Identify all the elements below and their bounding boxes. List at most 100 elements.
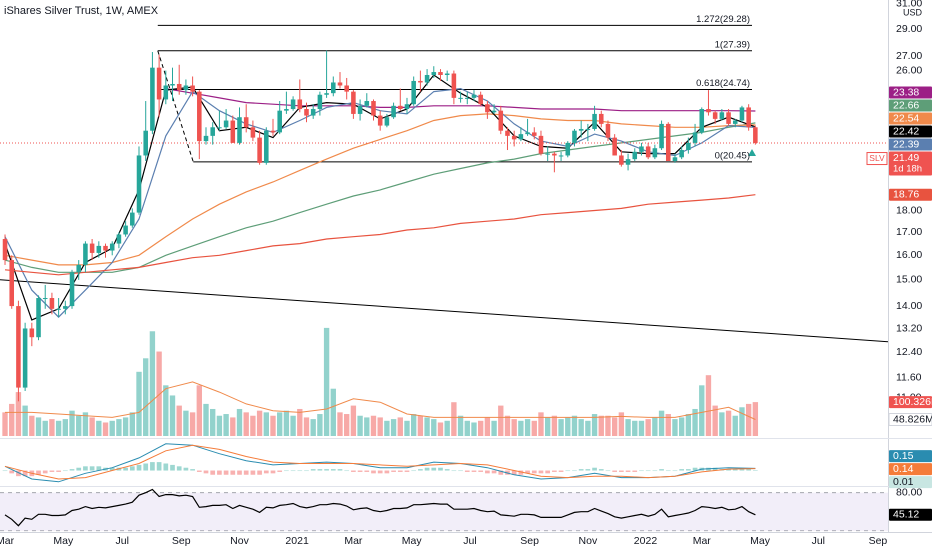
macd-histogram-bar	[431, 467, 437, 471]
macd-histogram-bar	[243, 470, 249, 475]
volume-bar	[611, 417, 618, 436]
volume-bar	[62, 419, 68, 436]
candle-body	[109, 243, 115, 251]
candle-body	[505, 130, 510, 136]
volume-bar	[638, 420, 645, 436]
value-tag-label: 48.826M	[893, 413, 932, 425]
volume-bar	[411, 414, 417, 436]
candle-body	[398, 105, 403, 110]
macd-histogram-bar	[257, 470, 262, 475]
macd-histogram-bar	[753, 470, 758, 471]
candle-body	[585, 128, 591, 130]
macd-histogram-bar	[344, 470, 350, 472]
value-tag	[889, 151, 932, 176]
candle-body	[625, 159, 631, 165]
macd-histogram-bar	[56, 470, 61, 472]
macd-histogram-bar	[511, 470, 517, 475]
value-tag-label: 100.326M	[893, 396, 932, 408]
fib-label: 1(27.39)	[715, 39, 750, 50]
candle-body	[418, 80, 423, 83]
macd-histogram-bar	[438, 467, 443, 471]
macd-histogram-bar	[619, 470, 624, 472]
candle-body	[277, 110, 282, 133]
macd-histogram-bar	[270, 470, 276, 474]
macd-histogram-bar	[337, 469, 343, 471]
x-tick-label: Jul	[812, 535, 825, 547]
symbol-tag	[866, 152, 888, 166]
y-tick-label: 13.20	[896, 322, 922, 334]
volume-bar	[558, 419, 564, 436]
volume-bar	[645, 419, 651, 436]
volume-bar	[189, 412, 196, 436]
candle-body	[438, 72, 443, 75]
candle-body	[304, 109, 309, 116]
candle-body	[96, 245, 102, 253]
volume-bar	[129, 412, 135, 436]
x-tick-label: Nov	[230, 535, 249, 547]
value-tag-label: 18.76	[893, 189, 919, 201]
candle-body	[672, 157, 678, 161]
y-tick-label: 16.00	[896, 249, 922, 261]
volume-bar	[672, 419, 678, 436]
candle-body	[337, 82, 343, 86]
macd-histogram-bar	[223, 470, 229, 475]
candle-body	[639, 146, 644, 152]
volume-bar	[122, 417, 129, 436]
macd-histogram-bar	[478, 470, 484, 472]
candle-body	[223, 120, 229, 128]
y-tick-label: 18.00	[896, 204, 922, 216]
volume-bar	[89, 417, 95, 436]
candle-body	[444, 73, 450, 75]
macd-histogram-bar	[83, 466, 88, 471]
macd-histogram-bar	[712, 467, 718, 471]
y-tick-label: 15.00	[896, 274, 922, 286]
candle-body	[384, 117, 390, 126]
macd-histogram-bar	[377, 470, 383, 474]
volume-bar	[317, 414, 323, 436]
candle-body	[451, 73, 457, 98]
candle-body	[297, 99, 303, 110]
macd-histogram-bar	[531, 470, 537, 474]
volume-bar	[250, 415, 256, 436]
value-tag-label: 0.14	[893, 463, 914, 475]
macd-histogram-bar	[324, 469, 329, 471]
candle-body	[605, 123, 611, 138]
candle-body	[498, 110, 504, 131]
candle-body	[16, 306, 21, 388]
macd-histogram-bar	[190, 469, 195, 471]
value-tag-label: 23.38	[893, 86, 919, 98]
volume-bar	[605, 415, 611, 436]
volume-bar	[290, 415, 296, 436]
value-tag-label: 22.66	[893, 99, 919, 111]
candle-body	[317, 94, 323, 110]
volume-bar	[149, 331, 156, 436]
macd-histogram-bar	[230, 470, 236, 475]
volume-bar	[109, 420, 115, 436]
volume-bar	[163, 385, 169, 436]
macd-histogram-bar	[36, 470, 41, 475]
macd-histogram-bar	[464, 470, 470, 472]
macd-histogram-bar	[692, 467, 698, 471]
volume-bar	[571, 415, 578, 436]
volume-bar	[471, 422, 477, 436]
candle-body	[49, 298, 55, 309]
macd-histogram-bar	[665, 470, 671, 472]
volume-bar	[2, 412, 8, 436]
volume-bar	[719, 412, 725, 436]
macd-histogram-bar	[598, 469, 604, 471]
volume-bar	[518, 420, 524, 436]
candle-body	[598, 113, 604, 124]
volume-bar	[658, 410, 665, 436]
candle-body	[29, 328, 35, 338]
volume-bar	[364, 417, 370, 436]
x-tick-label: 2022	[634, 535, 658, 547]
candle-body	[42, 298, 48, 300]
volume-bar	[35, 417, 42, 436]
rsi-band	[0, 492, 888, 531]
volume-bar	[484, 417, 491, 436]
x-tick-label: May	[750, 535, 771, 547]
candle-body	[485, 104, 490, 113]
candle-body	[645, 146, 651, 158]
candle-body	[63, 306, 68, 309]
